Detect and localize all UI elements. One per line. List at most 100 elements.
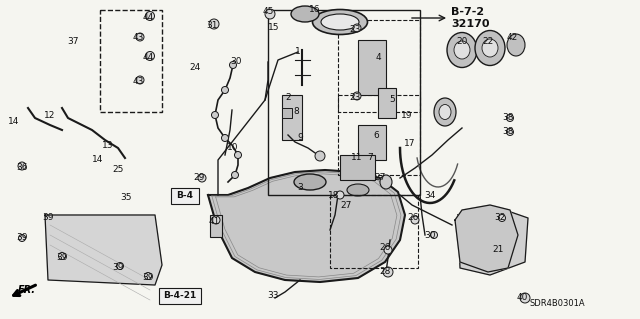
Text: 13: 13	[102, 140, 114, 150]
Text: 4: 4	[375, 54, 381, 63]
Text: 38: 38	[502, 114, 514, 122]
Bar	[338, 20, 420, 112]
Circle shape	[353, 92, 361, 100]
Bar	[358, 40, 386, 95]
Text: 14: 14	[8, 117, 20, 127]
Circle shape	[116, 263, 124, 270]
Circle shape	[145, 11, 154, 20]
Polygon shape	[208, 170, 405, 282]
Bar	[282, 95, 302, 140]
Polygon shape	[455, 205, 518, 272]
Ellipse shape	[475, 31, 505, 65]
Circle shape	[198, 174, 206, 182]
Text: 36: 36	[16, 164, 28, 173]
Text: 20: 20	[456, 38, 468, 47]
Circle shape	[265, 9, 275, 19]
Text: B-7-2: B-7-2	[451, 7, 484, 17]
Text: 42: 42	[506, 33, 518, 42]
Text: B-4-21: B-4-21	[163, 292, 196, 300]
Text: 25: 25	[112, 166, 124, 174]
Circle shape	[411, 216, 419, 224]
Text: 30: 30	[424, 231, 436, 240]
Text: 12: 12	[44, 110, 56, 120]
Text: 23: 23	[349, 93, 361, 102]
Text: 24: 24	[189, 63, 200, 72]
Circle shape	[315, 151, 325, 161]
Text: 10: 10	[227, 144, 239, 152]
Circle shape	[19, 234, 26, 241]
Text: 11: 11	[351, 153, 363, 162]
Text: 43: 43	[132, 78, 144, 86]
Bar	[268, 10, 420, 195]
Text: 34: 34	[424, 190, 436, 199]
Polygon shape	[458, 210, 528, 275]
Text: 9: 9	[297, 133, 303, 143]
Text: 27: 27	[374, 174, 386, 182]
Bar	[338, 95, 420, 175]
Circle shape	[230, 62, 237, 69]
Circle shape	[384, 246, 392, 254]
Text: 32170: 32170	[451, 19, 490, 29]
Ellipse shape	[434, 98, 456, 126]
Text: 41: 41	[208, 218, 220, 226]
Circle shape	[145, 51, 154, 61]
Circle shape	[221, 135, 228, 142]
Circle shape	[336, 191, 344, 199]
Circle shape	[18, 162, 26, 170]
Text: 5: 5	[389, 95, 395, 105]
Text: 18: 18	[328, 191, 340, 201]
Circle shape	[136, 33, 144, 41]
Text: 39: 39	[112, 263, 124, 272]
Text: 32: 32	[494, 213, 506, 222]
Circle shape	[506, 115, 513, 122]
Text: 37: 37	[67, 38, 79, 47]
Circle shape	[520, 293, 530, 303]
Circle shape	[506, 129, 513, 136]
Ellipse shape	[380, 175, 392, 189]
Text: 15: 15	[268, 24, 280, 33]
Bar	[378, 88, 396, 118]
Text: FR.: FR.	[18, 285, 36, 295]
Text: 39: 39	[56, 254, 68, 263]
Bar	[358, 125, 386, 160]
Bar	[159, 288, 201, 304]
Text: 7: 7	[367, 153, 373, 162]
Circle shape	[58, 253, 65, 259]
Bar	[100, 10, 162, 112]
Bar	[340, 155, 375, 180]
Circle shape	[211, 112, 218, 118]
Circle shape	[499, 214, 506, 221]
Text: 14: 14	[92, 155, 104, 165]
Text: B-4: B-4	[177, 191, 193, 201]
Text: 39: 39	[16, 234, 28, 242]
Text: 27: 27	[340, 201, 352, 210]
Ellipse shape	[507, 34, 525, 56]
Text: 39: 39	[42, 213, 54, 222]
Ellipse shape	[291, 6, 319, 22]
Text: 2: 2	[285, 93, 291, 102]
Ellipse shape	[321, 14, 359, 30]
Text: 30: 30	[230, 57, 242, 66]
Text: 33: 33	[268, 291, 279, 300]
Ellipse shape	[454, 41, 470, 59]
Text: 19: 19	[401, 110, 413, 120]
Circle shape	[145, 272, 152, 279]
Text: 16: 16	[309, 5, 321, 14]
Text: 40: 40	[516, 293, 528, 302]
Circle shape	[431, 232, 438, 239]
Text: 26: 26	[380, 243, 390, 253]
Bar	[210, 215, 222, 237]
Circle shape	[232, 172, 239, 179]
Text: 44: 44	[142, 13, 154, 23]
Text: 6: 6	[373, 130, 379, 139]
Circle shape	[209, 19, 219, 29]
Polygon shape	[45, 215, 162, 285]
Bar	[282, 108, 292, 118]
Circle shape	[353, 24, 361, 32]
Bar	[171, 188, 199, 204]
Text: 26: 26	[407, 213, 419, 222]
Ellipse shape	[347, 184, 369, 196]
Text: 21: 21	[492, 246, 504, 255]
Text: SDR4B0301A: SDR4B0301A	[530, 299, 586, 308]
Text: 43: 43	[132, 33, 144, 42]
